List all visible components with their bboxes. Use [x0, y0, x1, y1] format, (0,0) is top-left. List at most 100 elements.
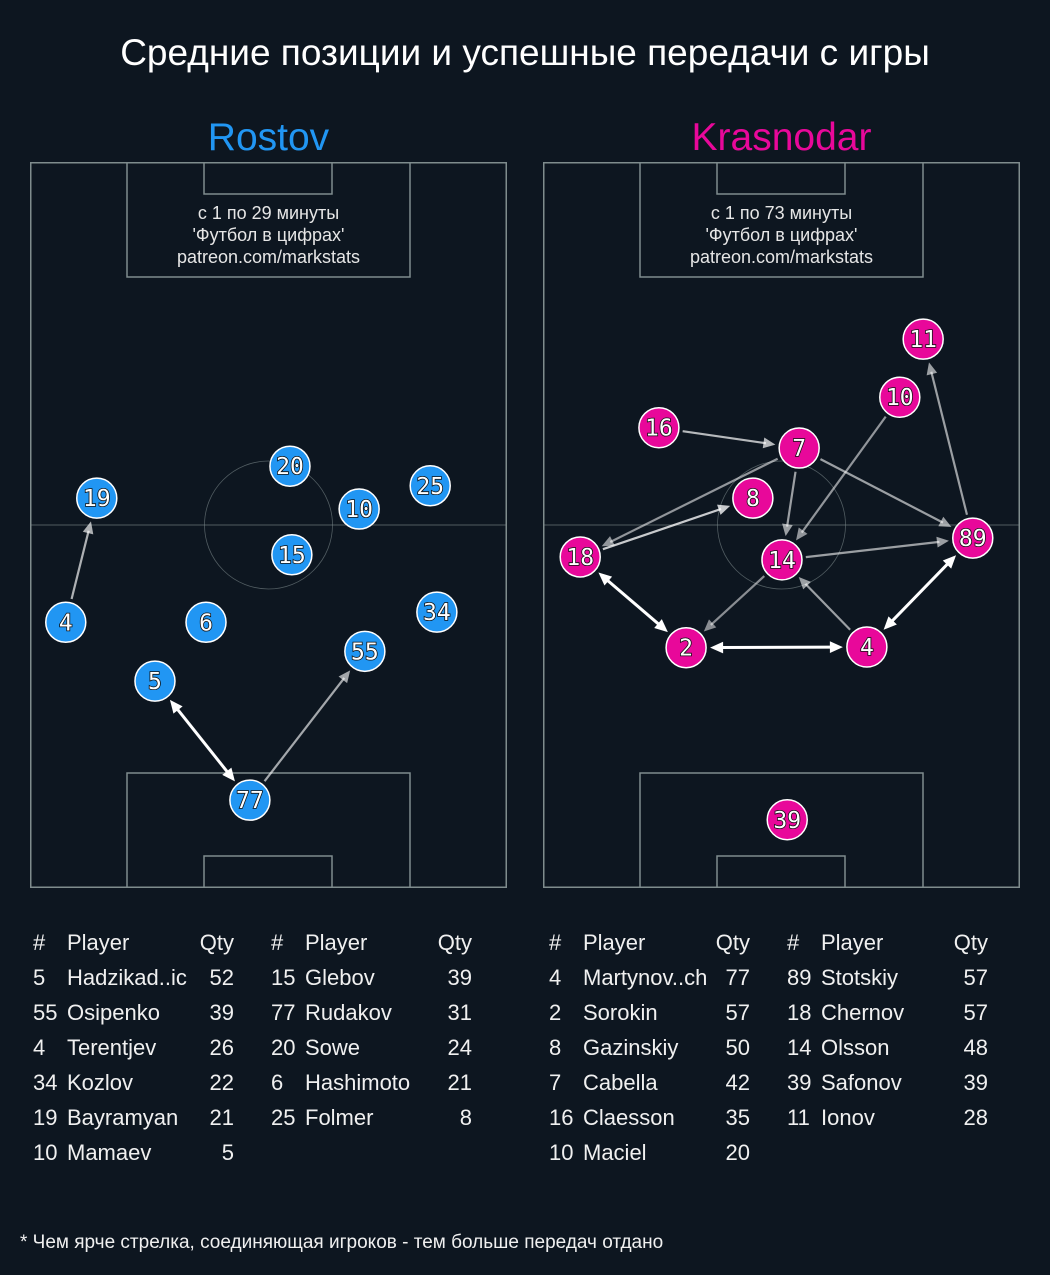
pitch-markings [543, 162, 1020, 888]
pass-table-krasnodar-1: # Player Qty 4 Martynov..ch 77 2 Sorokin 57 8 Gazi… [549, 930, 750, 1175]
arrowhead [169, 699, 183, 714]
cell-num: 55 [33, 1000, 58, 1025]
cell-num: 10 [33, 1140, 58, 1165]
player-node-15: 15 [271, 534, 313, 576]
cell-num: 7 [549, 1070, 562, 1095]
cell-player: Safonov [821, 1070, 902, 1095]
player-node-10: 10 [338, 488, 380, 530]
table-row: 39 Safonov 39 [787, 1070, 988, 1105]
player-marker [416, 591, 458, 633]
table-row: 2 Sorokin 57 [549, 1000, 750, 1035]
player-node-55: 55 [344, 630, 386, 673]
cell-num: 18 [787, 1000, 812, 1025]
player-number: 20 [276, 454, 304, 480]
player-number: 39 [773, 808, 801, 834]
info-line: с 1 по 73 минуты [710, 203, 853, 223]
cell-num: 19 [33, 1105, 58, 1130]
player-node-89: 89 [952, 517, 994, 559]
player-node-16: 16 [638, 406, 680, 449]
pass-arrow-5-77 [175, 707, 230, 775]
cell-player: Sorokin [583, 1000, 658, 1025]
arrowhead [782, 523, 793, 537]
arrowhead [883, 616, 897, 630]
player-number: 16 [645, 416, 673, 442]
info-line: 'Футбол в цифрах' [705, 225, 858, 245]
cell-num: 39 [787, 1070, 812, 1095]
arrowhead [338, 670, 351, 684]
player-marker [185, 601, 227, 644]
table-row: 89 Stotskiy 57 [787, 965, 988, 1000]
cell-num: # [549, 930, 562, 955]
arrowhead [926, 362, 938, 376]
center-circle [717, 460, 846, 590]
cell-player: Maciel [583, 1140, 647, 1165]
cell-qty: 52 [209, 965, 234, 990]
table-row: 8 Gazinskiy 50 [549, 1035, 750, 1070]
cell-num: 4 [33, 1035, 46, 1060]
cell-qty: 57 [963, 1000, 988, 1025]
player-node-39: 39 [766, 799, 808, 841]
player-number: 10 [886, 385, 914, 411]
six-yard-box-top [203, 162, 333, 195]
table-header: # Player Qty [787, 930, 988, 965]
cell-qty: 50 [725, 1035, 750, 1060]
player-number: 89 [959, 526, 987, 552]
six-yard-box-bottom [203, 855, 333, 888]
table-row: 77 Rudakov 31 [271, 1000, 472, 1035]
player-marker [269, 445, 311, 487]
player-marker [761, 539, 803, 581]
cell-num: 8 [549, 1035, 562, 1060]
cell-qty: 57 [725, 1000, 750, 1025]
player-marker [134, 660, 176, 702]
cell-num: 89 [787, 965, 812, 990]
player-node-2: 2 [665, 626, 707, 669]
player-node-25: 25 [409, 465, 451, 507]
six-yard-box-bottom [716, 855, 846, 888]
player-marker [338, 488, 380, 530]
player-node-7: 7 [778, 427, 820, 469]
arrowhead [710, 641, 724, 654]
player-marker [76, 477, 118, 519]
table-header: # Player Qty [271, 930, 472, 965]
arrowhead [938, 516, 952, 528]
arrowhead [82, 521, 94, 535]
player-marker [45, 601, 87, 644]
player-marker [778, 427, 820, 469]
cell-player: Ionov [821, 1105, 875, 1130]
page-title: Средние позиции и успешные передачи с иг… [120, 32, 930, 73]
player-number: 4 [59, 610, 73, 636]
team-label: Rostov [207, 116, 330, 159]
cell-num: 4 [549, 965, 562, 990]
cell-qty: 39 [447, 965, 472, 990]
cell-player: Player [821, 930, 884, 955]
player-number: 8 [746, 486, 760, 512]
cell-qty: Qty [715, 930, 750, 955]
table-row: 10 Maciel 20 [549, 1140, 750, 1175]
cell-num: 14 [787, 1035, 812, 1060]
table-row: 15 Glebov 39 [271, 965, 472, 1000]
player-node-18: 18 [559, 536, 601, 578]
pass-arrow-14-89 [805, 540, 940, 559]
pass-arrow-7-18 [609, 457, 779, 543]
player-marker [344, 630, 386, 673]
cell-qty: 8 [459, 1105, 472, 1130]
pass-arrows [598, 362, 969, 654]
table-row: 20 Sowe 24 [271, 1035, 472, 1070]
arrowhead [717, 504, 731, 515]
table-row: 55 Osipenko 39 [33, 1000, 234, 1035]
player-marker [846, 626, 888, 668]
info-line: patreon.com/markstats [689, 247, 874, 267]
table-row: 11 Ionov 28 [787, 1105, 988, 1140]
player-node-8: 8 [732, 477, 774, 519]
cell-player: Hashimoto [305, 1070, 411, 1095]
pass-table-krasnodar-2: # Player Qty 89 Stotskiy 57 18 Chernov 57 14 Olsso… [787, 930, 988, 1140]
cell-player: Mamaev [67, 1140, 152, 1165]
cell-player: Glebov [305, 965, 375, 990]
pass-arrows [70, 521, 351, 782]
cell-player: Rudakov [305, 1000, 392, 1025]
player-number: 25 [416, 474, 444, 500]
player-number: 10 [345, 497, 373, 523]
team-name-rostov: Rostov [30, 116, 507, 160]
cell-qty: 31 [447, 1000, 472, 1025]
